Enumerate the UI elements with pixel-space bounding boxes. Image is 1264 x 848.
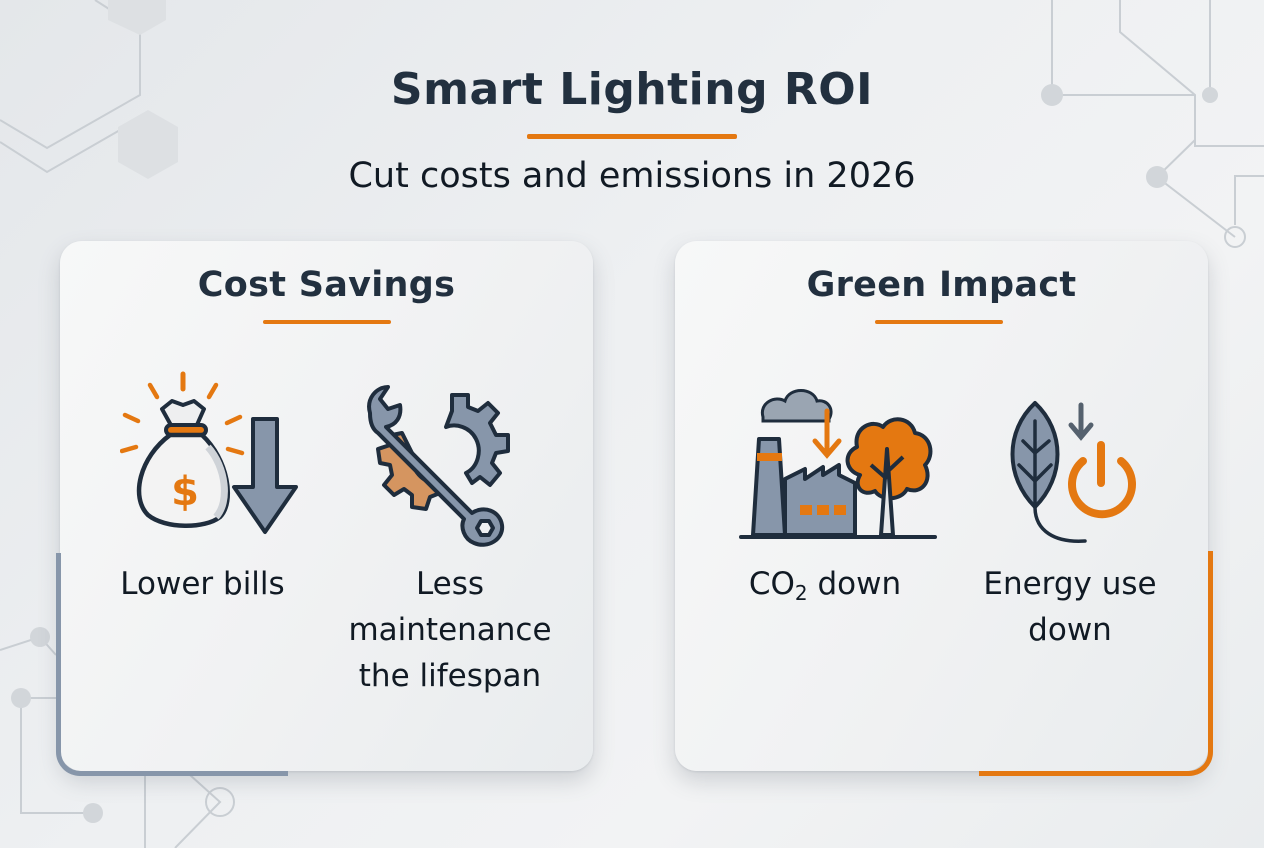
label-line: the lifespan [358,658,542,694]
label-text: CO [748,566,795,602]
label-text: down [807,566,902,602]
money-bag-down-arrow-icon: $ [120,371,298,534]
card-title-cost-savings: Cost Savings [197,265,456,305]
leaf-power-icon [1010,401,1136,543]
green-impact-card: Green Impact [675,241,1208,771]
label-line: Energy use [983,566,1157,602]
label-line: Lower bills [120,566,285,602]
item-label-lower-bills: Lower bills [90,561,315,607]
label-line: maintenance [348,612,552,648]
factory-tree-co2-icon [739,389,937,539]
cost-savings-card: Cost Savings $ Lower bills [60,241,593,771]
label-line: down [1028,612,1112,648]
item-label-energy-use-down: Energy use down [955,561,1185,653]
svg-text:$: $ [171,469,199,515]
card-accent-border-right [979,551,1213,776]
item-label-co2-down: CO2 down [695,561,955,616]
card-title-green-impact: Green Impact [806,265,1077,305]
label-line: Less [415,566,485,602]
title-underline-divider [527,134,737,139]
page-title: Smart Lighting ROI [390,64,874,115]
wrench-gear-icon [367,385,510,547]
card-title-underline [263,320,391,324]
page-subtitle: Cut costs and emissions in 2026 [348,156,916,196]
card-title-underline [875,320,1003,324]
card-accent-border-left [56,553,288,776]
item-label-less-maintenance: Less maintenance the lifespan [328,561,572,699]
label-subscript: 2 [794,581,808,605]
